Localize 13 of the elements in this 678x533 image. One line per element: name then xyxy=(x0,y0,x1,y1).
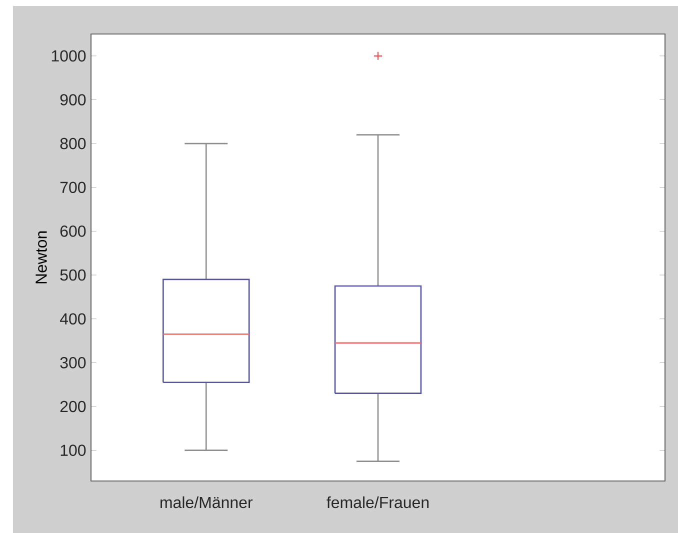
y-tick-label: 700 xyxy=(60,182,86,194)
y-tick-label: 500 xyxy=(60,269,86,281)
y-tick-label: 1000 xyxy=(52,50,86,62)
y-tick-label: 600 xyxy=(60,226,86,237)
y-axis-title: Newton xyxy=(36,231,47,284)
x-tick-label: female/Frauen xyxy=(326,496,429,508)
y-tick-label: 400 xyxy=(60,313,86,325)
y-tick-label: 200 xyxy=(60,400,86,412)
y-tick-label: 900 xyxy=(60,94,86,106)
x-tick-label: male/Männer xyxy=(160,496,253,508)
y-tick-label: 300 xyxy=(60,357,86,368)
y-tick-label: 100 xyxy=(60,444,86,456)
y-tick-label: 800 xyxy=(60,138,86,150)
